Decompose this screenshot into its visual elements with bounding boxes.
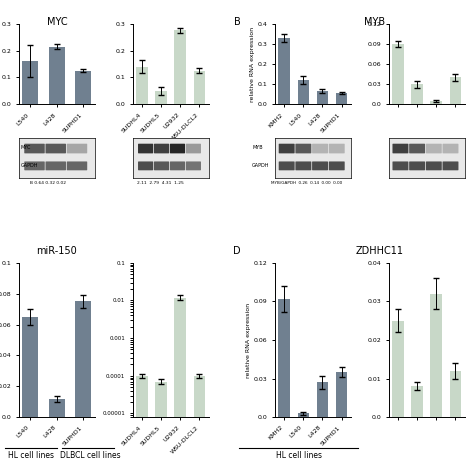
- Text: MYB: MYB: [364, 17, 385, 27]
- Bar: [136, 67, 148, 104]
- FancyBboxPatch shape: [24, 144, 45, 154]
- FancyBboxPatch shape: [329, 162, 345, 170]
- Bar: [411, 84, 423, 104]
- Bar: [155, 91, 167, 104]
- Bar: [392, 321, 404, 417]
- Bar: [336, 93, 347, 104]
- Text: MYB: MYB: [252, 145, 263, 150]
- Text: HL cell lines: HL cell lines: [275, 451, 322, 460]
- Text: DLBCL cell lines: DLBCL cell lines: [60, 451, 120, 460]
- FancyBboxPatch shape: [312, 162, 328, 170]
- Bar: [430, 101, 442, 104]
- FancyBboxPatch shape: [409, 144, 425, 154]
- FancyBboxPatch shape: [67, 144, 87, 154]
- Text: D: D: [233, 246, 241, 256]
- FancyBboxPatch shape: [138, 162, 153, 170]
- FancyBboxPatch shape: [67, 162, 87, 170]
- FancyBboxPatch shape: [426, 162, 442, 170]
- FancyBboxPatch shape: [392, 162, 409, 170]
- Bar: [317, 91, 328, 104]
- Text: B 0.64 0.32 0.02: B 0.64 0.32 0.02: [30, 181, 66, 185]
- Text: GAPDH: GAPDH: [252, 164, 270, 168]
- Bar: [174, 30, 186, 104]
- Y-axis label: relative RNA expression: relative RNA expression: [250, 27, 255, 101]
- FancyBboxPatch shape: [329, 144, 345, 154]
- Bar: [336, 372, 347, 417]
- FancyBboxPatch shape: [295, 162, 311, 170]
- FancyBboxPatch shape: [295, 144, 311, 154]
- FancyBboxPatch shape: [46, 144, 66, 154]
- Text: GAPDH: GAPDH: [20, 164, 38, 168]
- Bar: [49, 46, 65, 104]
- Text: MYB/GAPDH  0.26  0.14  0.00  0.00: MYB/GAPDH 0.26 0.14 0.00 0.00: [271, 181, 342, 185]
- FancyBboxPatch shape: [170, 162, 185, 170]
- FancyBboxPatch shape: [186, 162, 201, 170]
- FancyBboxPatch shape: [426, 144, 442, 154]
- Bar: [449, 371, 461, 417]
- Text: MYC: MYC: [46, 17, 67, 27]
- FancyBboxPatch shape: [443, 144, 458, 154]
- FancyBboxPatch shape: [154, 162, 169, 170]
- FancyBboxPatch shape: [170, 144, 185, 154]
- Bar: [193, 71, 205, 104]
- Bar: [193, 376, 205, 474]
- Y-axis label: relative RNA expression: relative RNA expression: [246, 302, 251, 378]
- Bar: [75, 71, 91, 104]
- Bar: [298, 413, 309, 417]
- Bar: [411, 386, 423, 417]
- Bar: [298, 80, 309, 104]
- FancyBboxPatch shape: [409, 162, 425, 170]
- Bar: [278, 38, 290, 104]
- Bar: [49, 399, 65, 417]
- FancyBboxPatch shape: [24, 162, 45, 170]
- Bar: [22, 317, 38, 417]
- Text: HL cell lines: HL cell lines: [8, 451, 54, 460]
- Text: ZDHHC11: ZDHHC11: [355, 246, 403, 256]
- Bar: [75, 301, 91, 417]
- Bar: [22, 61, 38, 104]
- Bar: [155, 382, 167, 474]
- FancyBboxPatch shape: [186, 144, 201, 154]
- Bar: [278, 299, 290, 417]
- FancyBboxPatch shape: [312, 144, 328, 154]
- FancyBboxPatch shape: [392, 144, 409, 154]
- Bar: [174, 298, 186, 474]
- Text: B: B: [234, 17, 240, 27]
- Bar: [136, 376, 148, 474]
- Bar: [317, 383, 328, 417]
- FancyBboxPatch shape: [154, 144, 169, 154]
- Bar: [449, 77, 461, 104]
- FancyBboxPatch shape: [279, 144, 295, 154]
- FancyBboxPatch shape: [279, 162, 295, 170]
- FancyBboxPatch shape: [46, 162, 66, 170]
- FancyBboxPatch shape: [138, 144, 153, 154]
- Bar: [392, 44, 404, 104]
- Bar: [430, 294, 442, 417]
- Text: MYC: MYC: [20, 145, 31, 150]
- Text: miR-150: miR-150: [36, 246, 77, 256]
- Text: 2.11  2.79  4.31  1.25: 2.11 2.79 4.31 1.25: [137, 181, 183, 185]
- FancyBboxPatch shape: [443, 162, 458, 170]
